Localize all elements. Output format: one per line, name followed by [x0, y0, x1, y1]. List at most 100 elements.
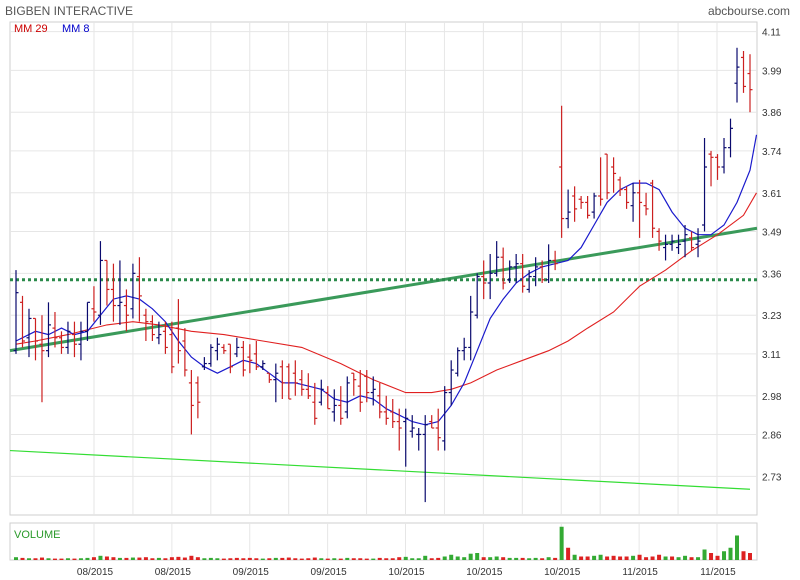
x-tick-label: 11/2015 — [622, 567, 658, 578]
y-tick-label: 2.73 — [762, 472, 782, 483]
ohlc-bar — [390, 399, 396, 428]
volume-bar — [735, 535, 740, 560]
volume-bar — [455, 556, 460, 560]
ohlc-bar — [604, 153, 610, 200]
volume-bar — [494, 556, 499, 560]
ohlc-bar — [689, 231, 695, 251]
volume-bar — [390, 558, 395, 560]
ohlc-bar — [214, 337, 220, 361]
volume-bar — [215, 558, 220, 560]
volume-bar — [111, 557, 116, 560]
volume-bar — [592, 555, 597, 560]
volume-bar — [449, 554, 454, 560]
volume-bar — [156, 557, 161, 560]
ohlc-bar — [494, 241, 500, 277]
ohlc-bar — [377, 382, 383, 419]
volume-bar — [696, 557, 701, 560]
ohlc-bar — [292, 360, 298, 396]
volume-bar — [631, 555, 636, 560]
volume-bar — [442, 556, 447, 560]
ohlc-bar — [474, 273, 480, 319]
volume-bar — [39, 557, 44, 560]
trendline-thin — [9, 449, 751, 490]
ohlc-bar — [260, 360, 266, 370]
ohlc-bar — [546, 244, 552, 283]
ohlc-bar — [221, 344, 227, 354]
volume-bar — [65, 558, 70, 560]
ohlc-bar — [19, 295, 25, 348]
ohlc-bar — [637, 179, 643, 238]
volume-bar — [579, 556, 584, 560]
volume-bar — [657, 554, 662, 560]
ohlc-bar — [279, 360, 285, 399]
ohlc-bar — [429, 415, 435, 429]
ohlc-bar — [578, 196, 584, 209]
volume-bar — [221, 558, 226, 560]
volume-bar — [14, 557, 18, 560]
volume-bar — [195, 557, 200, 560]
y-tick-label: 2.98 — [762, 392, 782, 403]
volume-bar — [312, 557, 317, 560]
ohlc-bar — [682, 225, 688, 258]
ohlc-bar — [156, 321, 162, 345]
volume-bar — [689, 557, 694, 560]
volume-bar — [306, 558, 311, 560]
ohlc-bar — [52, 312, 58, 348]
ohlc-bar — [253, 341, 259, 370]
volume-bar — [663, 556, 668, 560]
volume-bar — [371, 558, 376, 560]
ohlc-bars — [13, 47, 753, 503]
x-axis: 08/2015 08/2015 09/2015 09/2015 10/2015 10/20… — [77, 567, 736, 578]
volume-bar — [72, 558, 77, 560]
legend-mm29: MM 29 — [14, 23, 48, 35]
ohlc-bar — [741, 51, 747, 93]
ohlc-bar — [149, 315, 155, 341]
volume-bar — [423, 555, 428, 560]
volume-bar — [683, 555, 688, 560]
volume-bar — [286, 557, 291, 560]
volume-bar — [468, 553, 473, 560]
ohlc-bar — [78, 321, 84, 361]
volume-bar — [280, 557, 285, 560]
ohlc-bar — [539, 260, 545, 283]
ohlc-bar — [32, 317, 38, 361]
legend-mm8: MM 8 — [62, 23, 90, 35]
ohlc-bar — [448, 360, 454, 406]
ohlc-bar — [136, 257, 142, 322]
volume-bar — [319, 558, 324, 560]
ohlc-bar — [84, 301, 90, 341]
price-panel: 4.11 3.99 3.86 3.74 3.61 3.49 3.36 3.23 3.11 2.98… — [9, 21, 782, 516]
volume-bar — [611, 555, 616, 560]
ohlc-bar — [305, 373, 311, 399]
ohlc-bar — [169, 321, 175, 374]
x-tick-label: 08/2015 — [77, 567, 114, 578]
volume-bar — [299, 558, 304, 560]
ohlc-bar — [117, 260, 123, 325]
ohlc-bar — [481, 260, 487, 300]
y-tick-label: 3.49 — [762, 227, 782, 238]
volume-bar — [637, 554, 642, 560]
y-tick-label: 3.74 — [762, 147, 782, 158]
ohlc-bar — [13, 270, 19, 354]
ohlc-bar — [234, 337, 240, 358]
ohlc-bar — [611, 157, 617, 193]
ohlc-bar — [396, 408, 402, 451]
volume-bar — [26, 558, 31, 560]
y-axis: 4.11 3.99 3.86 3.74 3.61 3.49 3.36 3.23 3.11 2.98… — [762, 28, 782, 484]
ohlc-bar — [123, 289, 129, 332]
ohlc-bar — [461, 337, 467, 361]
ohlc-bar — [572, 186, 578, 222]
ohlc-bar — [247, 344, 253, 374]
ohlc-bar — [143, 308, 149, 341]
volume-bar — [709, 553, 714, 560]
volume-bar — [436, 557, 441, 560]
volume-bar — [533, 557, 538, 560]
volume-bar — [189, 555, 194, 560]
volume-bar — [741, 551, 746, 560]
ohlc-bar — [409, 415, 415, 438]
volume-bar — [351, 558, 356, 560]
volume-bar — [722, 551, 727, 560]
ohlc-bar — [624, 186, 630, 209]
volume-bar — [345, 557, 350, 560]
volume-bar — [130, 557, 135, 560]
